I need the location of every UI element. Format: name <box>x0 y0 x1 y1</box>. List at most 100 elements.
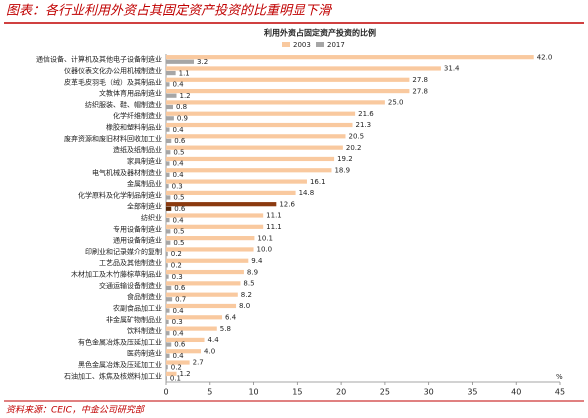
y-tick-label: 文教体育用品制造业 <box>99 89 162 98</box>
value-label: 1.2 <box>180 92 191 100</box>
value-label: 2.7 <box>193 359 204 367</box>
value-label: 0.5 <box>173 239 184 247</box>
value-label: 8.2 <box>241 291 252 299</box>
bar <box>166 202 277 207</box>
bar <box>166 371 177 376</box>
y-tick-label: 专用设备制造业 <box>113 224 162 233</box>
value-label: 0.4 <box>173 216 185 224</box>
bar <box>166 82 170 87</box>
bar <box>166 349 202 354</box>
bar <box>166 116 174 121</box>
value-label: 9.4 <box>251 257 263 265</box>
bar <box>166 376 167 381</box>
y-tick-label: 有色金属冶炼及压延加工业 <box>78 337 162 346</box>
legend-swatch <box>282 42 290 47</box>
value-label: 4.0 <box>204 347 215 355</box>
value-label: 10.1 <box>257 234 273 242</box>
value-label: 27.8 <box>412 76 428 84</box>
bar <box>166 240 171 245</box>
bar <box>166 315 223 320</box>
bar <box>166 236 255 241</box>
value-label: 0.4 <box>173 81 185 89</box>
bar <box>166 127 170 132</box>
y-tick-label: 化学纤维制造业 <box>113 111 162 120</box>
value-label: 3.2 <box>197 58 208 66</box>
bar <box>166 319 169 324</box>
value-label: 0.6 <box>174 137 186 145</box>
y-tick-label: 仪器仪表文化办公用机械制造业 <box>64 66 162 75</box>
bar <box>166 104 174 110</box>
source: 资料来源：CEIC，中金公司研究部 <box>6 405 146 416</box>
value-label: 0.4 <box>173 307 185 315</box>
value-label: 8.9 <box>247 268 258 276</box>
bar <box>166 111 356 116</box>
value-label: 0.6 <box>174 205 186 213</box>
bar <box>166 365 168 370</box>
value-label: 12.6 <box>279 200 295 208</box>
bar <box>166 308 170 313</box>
value-label: 0.7 <box>175 295 186 303</box>
value-label: 27.8 <box>412 87 428 95</box>
x-tick-label: 10 <box>248 388 258 397</box>
value-label: 31.4 <box>444 65 460 73</box>
y-tick-label: 农副食品加工业 <box>113 303 162 312</box>
value-label: 0.8 <box>176 103 187 111</box>
bar <box>166 297 173 302</box>
value-label: 0.2 <box>171 363 182 371</box>
value-label: 16.1 <box>310 178 326 186</box>
bar <box>166 206 172 211</box>
value-label: 0.6 <box>174 341 186 349</box>
bar <box>166 156 335 162</box>
bar <box>166 195 171 200</box>
value-label: 0.6 <box>174 284 186 292</box>
value-label: 14.8 <box>299 189 315 197</box>
bar <box>166 59 195 64</box>
value-label: 8.0 <box>239 302 250 310</box>
y-tick-label: 全部制造业 <box>127 202 162 211</box>
value-label: 11.1 <box>266 212 282 220</box>
bar <box>166 292 238 297</box>
y-tick-label: 纺织业 <box>141 213 162 222</box>
bar <box>166 172 170 177</box>
x-tick-label: 40 <box>511 388 521 397</box>
value-label: 5.8 <box>220 325 231 333</box>
x-tick-label: 35 <box>467 388 477 397</box>
bar <box>166 342 172 347</box>
x-unit: % <box>556 373 563 381</box>
x-tick-label: 15 <box>292 388 302 397</box>
bar <box>166 77 410 82</box>
bar <box>166 269 244 275</box>
value-label: 0.4 <box>173 352 185 360</box>
y-tick-label: 橡胶和塑料制品业 <box>106 123 162 132</box>
value-label: 18.9 <box>334 166 350 174</box>
y-tick-label: 交通运输设备制造业 <box>99 281 162 290</box>
value-label: 0.5 <box>173 228 184 236</box>
chart-subtitle: 利用外资占固定资产投资的比例 <box>263 28 376 38</box>
bar <box>166 258 249 263</box>
value-label: 21.3 <box>355 121 371 129</box>
value-label: 25.0 <box>388 99 404 107</box>
bar <box>166 218 170 223</box>
value-label: 0.2 <box>171 262 182 270</box>
legend-label: 2017 <box>327 41 345 49</box>
bar <box>166 190 296 195</box>
bar <box>166 122 353 128</box>
value-label: 4.4 <box>208 336 220 344</box>
value-label: 20.5 <box>348 133 364 141</box>
y-tick-label: 食品制造业 <box>127 292 162 301</box>
bar <box>166 70 176 76</box>
value-label: 1.1 <box>179 69 190 77</box>
y-tick-label: 饮料制造业 <box>127 326 162 335</box>
bar <box>166 93 177 98</box>
bar <box>166 168 332 173</box>
bar <box>166 88 410 94</box>
legend-swatch <box>316 42 324 47</box>
bar <box>166 247 254 252</box>
value-label: 0.2 <box>171 250 182 258</box>
bar <box>166 303 237 309</box>
y-tick-label: 废弃资源和废旧材料回收加工业 <box>64 134 162 143</box>
x-tick-label: 45 <box>555 388 565 397</box>
bar <box>166 360 190 365</box>
value-label: 42.0 <box>537 53 553 61</box>
